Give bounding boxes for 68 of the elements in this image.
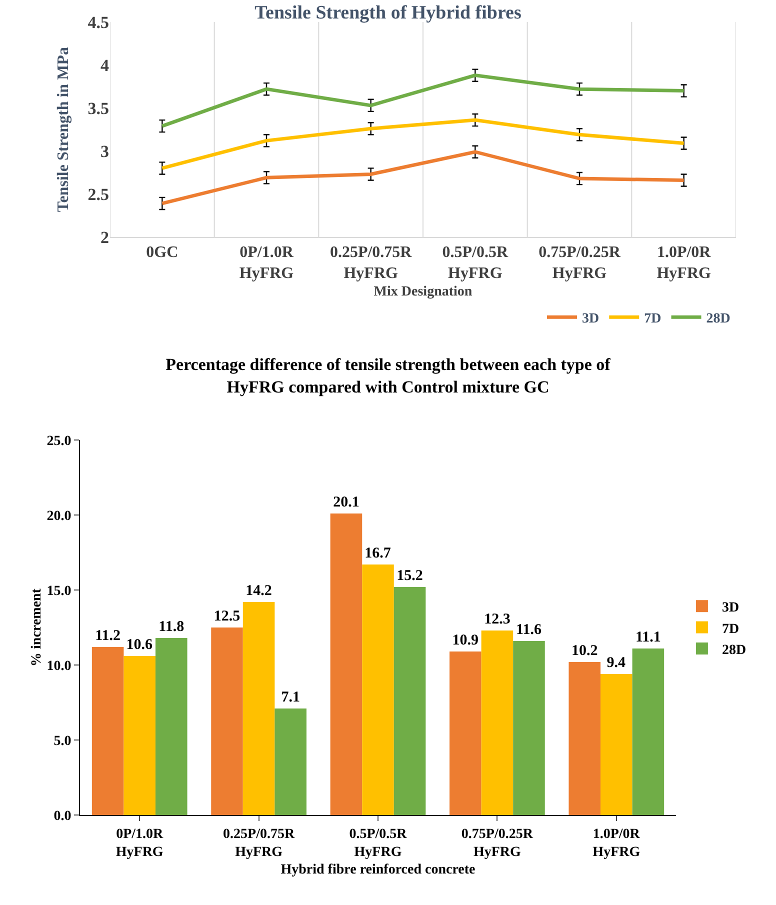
- legend-label: 7D: [644, 312, 662, 327]
- line-series: [160, 74, 686, 128]
- bar: [211, 628, 243, 815]
- data-label: 7.1: [281, 690, 300, 706]
- bar: [155, 638, 188, 815]
- y-axis-title: Tensile Strength in MPa: [55, 47, 72, 212]
- x-axis-title: Hybrid fibre reinforced concrete: [280, 862, 476, 878]
- y-tick-label: 25.0: [46, 434, 72, 449]
- y-tick-label: 3: [100, 142, 109, 161]
- x-tick-label: 0.25P/0.75R HyFRG: [330, 244, 412, 282]
- chart-title: Tensile Strength of Hybrid fibres: [254, 2, 522, 24]
- bar: [242, 602, 275, 815]
- chart-title: Percentage difference of tensile strength between each type of HyFRG compared with Control mixture GC: [166, 355, 611, 396]
- data-label: 12.3: [484, 612, 510, 628]
- bar: [632, 648, 664, 815]
- y-tick-label: 10.0: [46, 658, 72, 674]
- x-tick-label: 1.0P/0R HyFRG: [592, 826, 641, 860]
- line-series: [160, 118, 686, 170]
- x-tick-label: 0GC: [146, 244, 178, 262]
- y-tick-label: 2.5: [88, 184, 109, 204]
- x-tick-label: 0.25P/0.75R HyFRG: [223, 826, 296, 860]
- bar: [481, 630, 514, 815]
- y-tick-label: 0.0: [54, 808, 72, 824]
- data-label: 11.8: [158, 619, 184, 635]
- bar: [124, 656, 156, 815]
- x-tick-label: 0.75P/0.25R HyFRG: [461, 826, 534, 860]
- legend-label: 28D: [706, 312, 730, 327]
- data-label: 10.9: [452, 632, 479, 648]
- x-tick-label: 0.5P/0.5R HyFRG: [442, 244, 508, 282]
- data-label: 16.7: [364, 546, 392, 562]
- y-axis-title: % increment: [30, 588, 45, 666]
- y-tick-label: 20.0: [46, 508, 72, 524]
- legend-label: 3D: [722, 600, 740, 616]
- data-label: 10.6: [126, 637, 153, 653]
- x-tick-label: 0.5P/0.5R HyFRG: [349, 826, 408, 860]
- bar: [568, 662, 601, 815]
- data-label: 11.2: [95, 628, 121, 644]
- legend-label: 3D: [582, 312, 600, 327]
- data-label: 10.2: [571, 643, 598, 659]
- y-tick-label: 5.0: [54, 734, 72, 749]
- bar: [274, 708, 306, 815]
- y-tick-label: 15.0: [46, 584, 72, 599]
- data-label: 9.4: [606, 655, 626, 671]
- data-label: 14.2: [246, 583, 272, 599]
- x-tick-label: 0P/1.0R HyFRG: [116, 826, 164, 860]
- bar: [92, 647, 124, 815]
- y-tick-label: 3.5: [88, 98, 109, 118]
- data-label: 11.1: [635, 630, 661, 646]
- x-tick-label: 0P/1.0R HyFRG: [239, 244, 294, 282]
- bar: [362, 564, 394, 815]
- bar: [600, 674, 632, 815]
- bar: [513, 641, 545, 815]
- y-tick-label: 4.5: [88, 12, 109, 32]
- line-series: [160, 150, 686, 206]
- legend-label: 7D: [722, 622, 740, 637]
- bar: [330, 514, 362, 815]
- x-tick-label: 1.0P/0R HyFRG: [656, 244, 712, 282]
- data-label: 20.1: [333, 494, 360, 510]
- x-tick-label: 0.75P/0.25R HyFRG: [538, 244, 621, 282]
- y-tick-label: 2: [100, 228, 109, 247]
- data-label: 11.6: [516, 622, 542, 638]
- x-axis-title: Mix Designation: [374, 284, 472, 300]
- data-label: 12.5: [214, 608, 240, 624]
- data-label: 15.2: [396, 568, 423, 584]
- legend-label: 28D: [722, 642, 746, 658]
- bar: [394, 587, 426, 815]
- y-tick-label: 4: [100, 56, 110, 75]
- bar: [450, 652, 482, 815]
